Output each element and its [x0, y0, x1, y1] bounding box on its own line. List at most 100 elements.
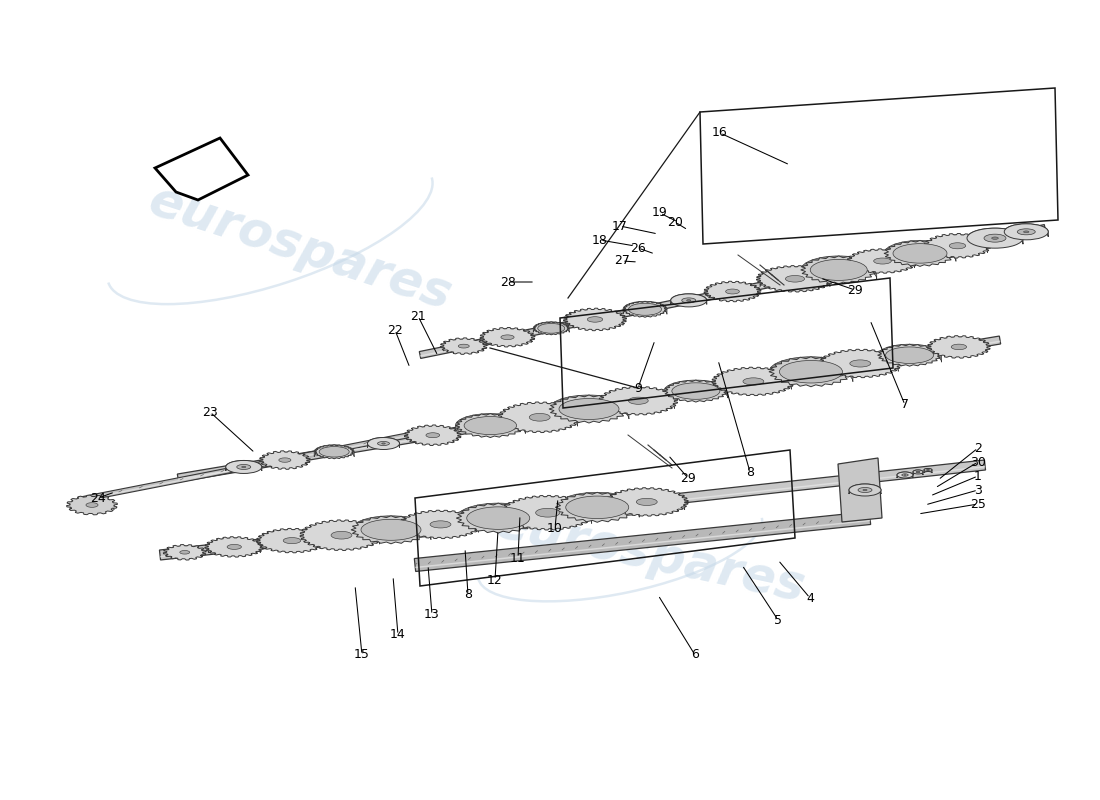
Polygon shape	[205, 537, 264, 557]
Polygon shape	[405, 425, 461, 446]
Ellipse shape	[671, 294, 706, 307]
Polygon shape	[757, 266, 834, 292]
Ellipse shape	[858, 487, 872, 493]
Polygon shape	[598, 386, 678, 415]
Ellipse shape	[628, 303, 661, 315]
Text: 17: 17	[612, 219, 628, 233]
Text: 26: 26	[630, 242, 646, 254]
Polygon shape	[408, 426, 458, 440]
Ellipse shape	[86, 502, 98, 507]
Text: 16: 16	[712, 126, 728, 139]
Polygon shape	[563, 308, 627, 330]
Ellipse shape	[227, 545, 241, 550]
Polygon shape	[664, 380, 728, 398]
Ellipse shape	[565, 496, 629, 518]
Ellipse shape	[377, 442, 389, 446]
Ellipse shape	[536, 508, 560, 517]
Polygon shape	[263, 452, 307, 465]
Polygon shape	[913, 470, 923, 475]
Polygon shape	[484, 329, 531, 342]
Text: 28: 28	[500, 275, 516, 289]
Polygon shape	[801, 256, 877, 284]
Ellipse shape	[529, 414, 550, 421]
Polygon shape	[671, 294, 706, 304]
Polygon shape	[399, 510, 482, 538]
Polygon shape	[931, 337, 987, 353]
Polygon shape	[455, 414, 526, 438]
Ellipse shape	[226, 461, 262, 474]
Polygon shape	[260, 530, 324, 547]
Text: 1: 1	[975, 470, 982, 482]
Polygon shape	[608, 489, 684, 510]
Polygon shape	[155, 138, 248, 200]
Polygon shape	[884, 241, 956, 262]
Text: 8: 8	[464, 589, 472, 602]
Polygon shape	[415, 520, 870, 568]
Ellipse shape	[672, 383, 719, 399]
Ellipse shape	[466, 507, 530, 530]
Ellipse shape	[464, 417, 517, 434]
Polygon shape	[403, 511, 478, 533]
Polygon shape	[456, 503, 540, 528]
Ellipse shape	[726, 289, 739, 294]
Polygon shape	[924, 234, 991, 258]
Text: 18: 18	[592, 234, 608, 246]
Text: 3: 3	[975, 483, 982, 497]
Polygon shape	[498, 402, 581, 433]
Ellipse shape	[1004, 224, 1048, 240]
Ellipse shape	[331, 531, 352, 539]
Text: eurospares: eurospares	[491, 498, 810, 611]
Polygon shape	[566, 310, 623, 326]
Polygon shape	[504, 497, 592, 524]
Ellipse shape	[559, 398, 619, 419]
Polygon shape	[556, 492, 639, 522]
Polygon shape	[850, 250, 914, 268]
Polygon shape	[160, 460, 986, 560]
Polygon shape	[163, 545, 206, 560]
Polygon shape	[260, 450, 310, 470]
Polygon shape	[315, 445, 354, 457]
Text: 21: 21	[410, 310, 426, 322]
Polygon shape	[70, 497, 114, 510]
Text: 13: 13	[425, 609, 440, 622]
Ellipse shape	[319, 446, 349, 457]
Polygon shape	[351, 516, 431, 540]
Ellipse shape	[686, 300, 691, 301]
Polygon shape	[896, 472, 913, 478]
Polygon shape	[769, 357, 852, 382]
Ellipse shape	[913, 470, 923, 474]
Ellipse shape	[873, 258, 891, 264]
Ellipse shape	[587, 317, 603, 322]
Text: 8: 8	[746, 466, 754, 478]
Text: 20: 20	[667, 215, 683, 229]
Polygon shape	[823, 350, 899, 371]
Text: 19: 19	[652, 206, 668, 219]
Polygon shape	[161, 466, 986, 558]
Ellipse shape	[459, 344, 470, 348]
Text: 15: 15	[354, 649, 370, 662]
Polygon shape	[924, 469, 932, 473]
Polygon shape	[623, 302, 667, 314]
Ellipse shape	[850, 360, 871, 367]
Polygon shape	[456, 503, 540, 533]
Ellipse shape	[811, 259, 867, 281]
Text: 23: 23	[202, 406, 218, 418]
Polygon shape	[177, 336, 1001, 482]
Ellipse shape	[236, 465, 251, 470]
Polygon shape	[420, 228, 1045, 357]
Polygon shape	[603, 388, 674, 409]
Ellipse shape	[179, 550, 189, 554]
Polygon shape	[455, 414, 526, 434]
Ellipse shape	[500, 335, 514, 339]
Polygon shape	[226, 461, 262, 471]
Polygon shape	[715, 368, 791, 390]
Ellipse shape	[849, 484, 881, 496]
Ellipse shape	[382, 443, 385, 444]
Polygon shape	[769, 357, 852, 386]
Ellipse shape	[278, 458, 290, 462]
Polygon shape	[623, 302, 667, 318]
Polygon shape	[878, 344, 942, 366]
Polygon shape	[664, 380, 728, 402]
Ellipse shape	[896, 472, 913, 478]
Ellipse shape	[742, 378, 763, 385]
